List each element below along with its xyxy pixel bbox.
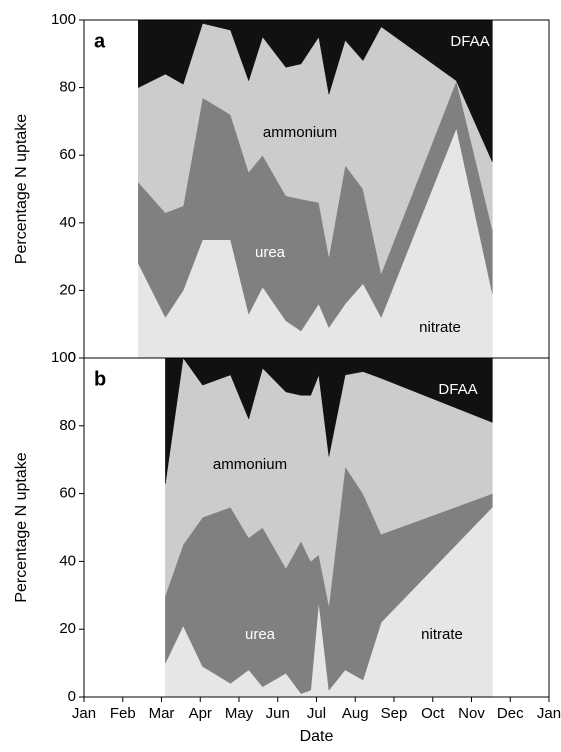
- x-tick-label: Oct: [421, 705, 445, 722]
- y-tick-label: 20: [59, 620, 76, 637]
- x-tick-label: Jul: [307, 705, 326, 722]
- y-axis-label: Percentage N uptake: [13, 114, 30, 264]
- y-tick-label: 60: [59, 485, 76, 502]
- panel-label: a: [94, 30, 106, 52]
- panel-label: b: [94, 368, 106, 390]
- series-label: DFAA: [450, 33, 489, 50]
- series-label: ammonium: [263, 124, 337, 141]
- y-tick-label: 20: [59, 281, 76, 298]
- x-tick-label: Nov: [458, 705, 485, 722]
- x-tick-label: Mar: [149, 705, 175, 722]
- y-tick-label: 0: [68, 349, 76, 366]
- y-tick-label: 80: [59, 79, 76, 96]
- y-axis-label: Percentage N uptake: [13, 452, 30, 602]
- y-tick-label: 40: [59, 214, 76, 231]
- y-tick-label: 100: [51, 349, 76, 366]
- x-tick-label: May: [225, 705, 254, 722]
- series-label: urea: [245, 626, 276, 643]
- x-tick-label: Feb: [110, 705, 136, 722]
- series-label: urea: [255, 244, 286, 261]
- x-axis-label: Date: [300, 728, 334, 745]
- x-tick-label: Aug: [342, 705, 369, 722]
- series-label: nitrate: [419, 319, 461, 336]
- x-tick-label: Jan: [537, 705, 561, 722]
- y-tick-label: 0: [68, 688, 76, 705]
- y-tick-label: 80: [59, 417, 76, 434]
- y-tick-label: 60: [59, 146, 76, 163]
- x-tick-label: Dec: [497, 705, 524, 722]
- x-tick-label: Sep: [381, 705, 408, 722]
- x-tick-label: Apr: [189, 705, 212, 722]
- series-label: ammonium: [213, 456, 287, 473]
- series-label: nitrate: [421, 626, 463, 643]
- x-tick-label: Jan: [72, 705, 96, 722]
- y-tick-label: 40: [59, 552, 76, 569]
- series-label: DFAA: [438, 381, 477, 398]
- x-tick-label: Jun: [266, 705, 290, 722]
- y-tick-label: 100: [51, 11, 76, 28]
